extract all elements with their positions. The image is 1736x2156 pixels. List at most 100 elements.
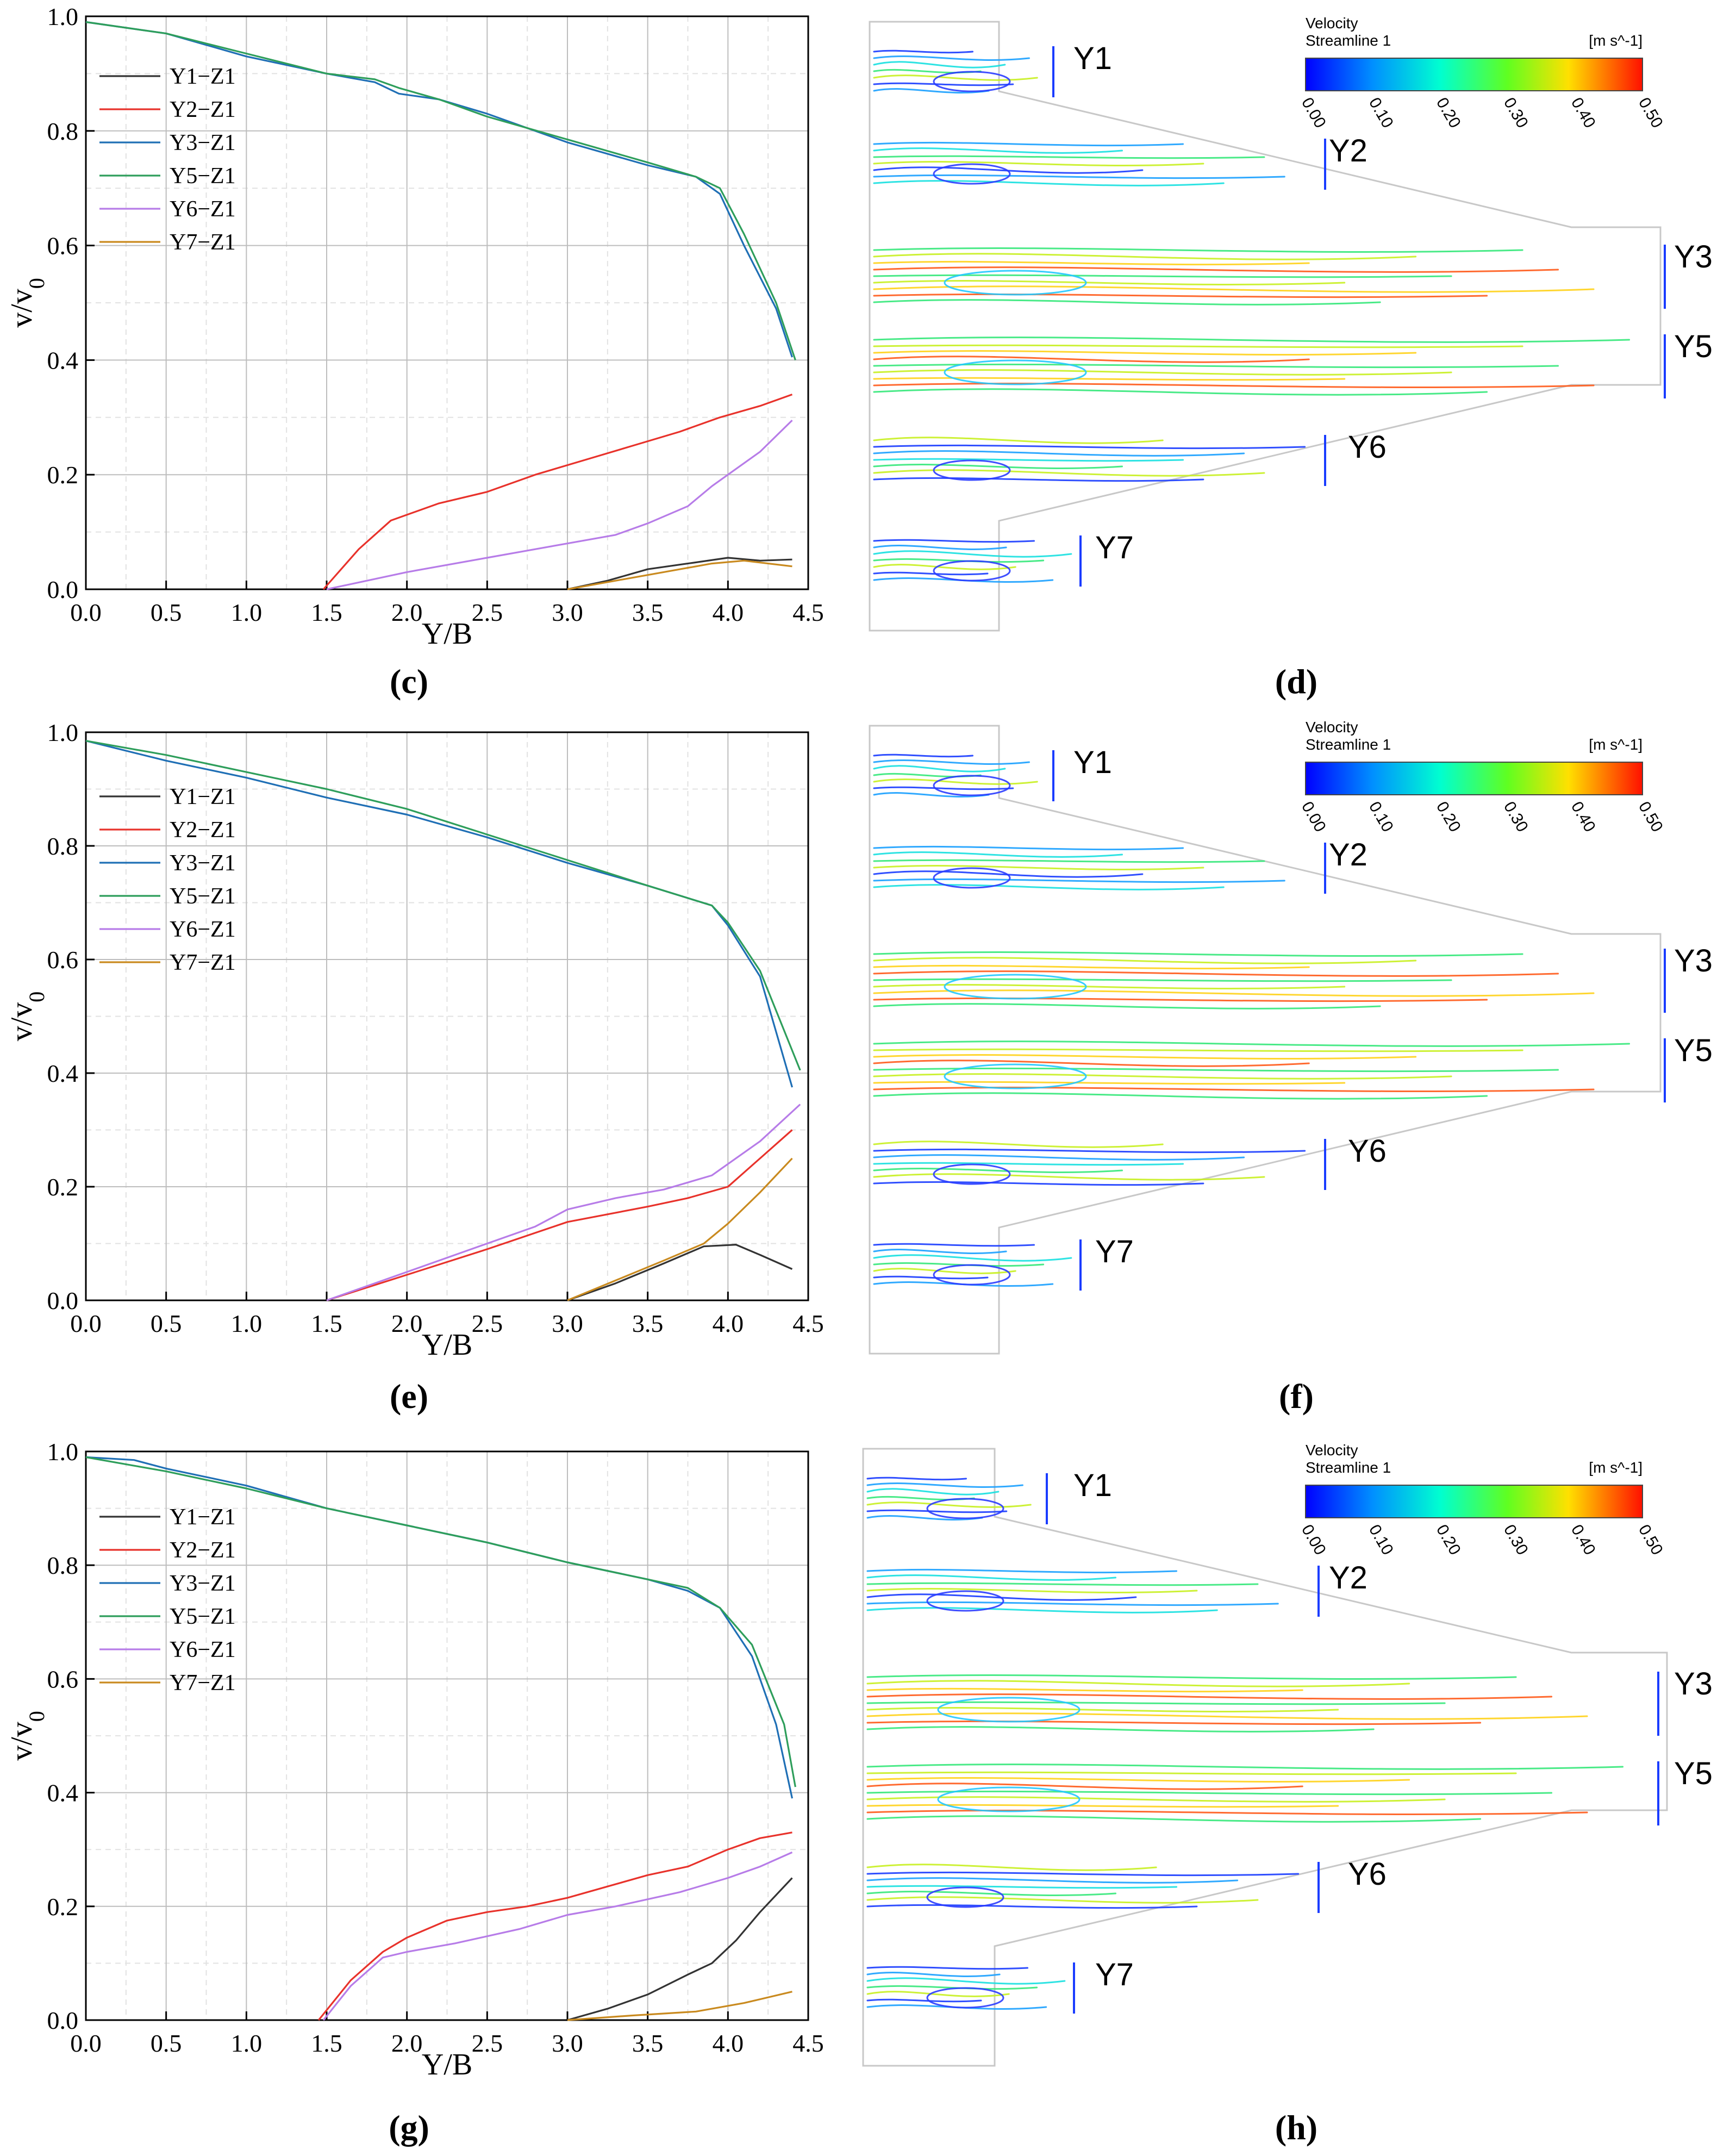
chart-panel-label: (e) bbox=[390, 1377, 428, 1416]
x-tick-label: 1.0 bbox=[231, 2029, 263, 2057]
x-tick-label: 4.0 bbox=[713, 1310, 744, 1337]
streamline bbox=[866, 1701, 1446, 1705]
x-tick-label: 3.5 bbox=[632, 2029, 664, 2057]
y-tick-label: 0.2 bbox=[47, 1893, 79, 1921]
streamline bbox=[866, 1966, 1028, 1970]
x-tick-label: 3.0 bbox=[552, 1310, 583, 1337]
streamline bbox=[866, 1482, 1023, 1488]
colorbar-unit: [m s^-1] bbox=[1589, 32, 1643, 49]
y-axis-title-group: v/v0 bbox=[5, 992, 49, 1042]
band-label-y2: Y2 bbox=[1329, 1560, 1367, 1596]
streamline bbox=[873, 1092, 1488, 1100]
y-tick-label: 0.6 bbox=[47, 1665, 79, 1693]
x-tick-label: 0.5 bbox=[151, 599, 182, 626]
x-tick-label: 1.0 bbox=[231, 599, 263, 626]
colorbar-subtitle: Streamline 1 bbox=[1306, 736, 1391, 753]
streamline bbox=[866, 1501, 1032, 1508]
streamline bbox=[873, 450, 1245, 457]
streamline bbox=[873, 356, 1310, 363]
streamline-band-y3: Y3 bbox=[873, 239, 1713, 309]
streamline bbox=[873, 161, 1204, 166]
legend-label-4: Y6−Z1 bbox=[170, 917, 236, 942]
y-axis-title-main: v/v bbox=[5, 289, 39, 328]
series-line-2 bbox=[85, 21, 794, 358]
streamline bbox=[873, 792, 990, 797]
x-tick-label: 0.0 bbox=[70, 2029, 102, 2057]
y-axis-title: v/v0 bbox=[5, 278, 49, 328]
series-line-0 bbox=[567, 557, 792, 590]
x-tick-label: 3.0 bbox=[552, 599, 583, 626]
band-label-y7: Y7 bbox=[1095, 1957, 1134, 1992]
streamline bbox=[873, 845, 1184, 851]
colorbar-tick-label: 0.10 bbox=[1365, 95, 1397, 131]
y-axis-title-main: v/v bbox=[5, 1002, 39, 1042]
x-tick-label: 2.5 bbox=[472, 599, 503, 626]
chart-panel-label: (c) bbox=[390, 662, 428, 701]
streamline bbox=[866, 1864, 1157, 1871]
streamline-band-y6: Y6 bbox=[873, 429, 1387, 486]
chart-legend: Y1−Z1 Y2−Z1 Y3−Z1 Y5−Z1 Y6−Z1 Y7−Z1 bbox=[99, 784, 236, 975]
x-tick-label: 2.5 bbox=[472, 2029, 503, 2057]
streamline bbox=[873, 1154, 1245, 1161]
band-label-y3: Y3 bbox=[1674, 1666, 1713, 1702]
vortex bbox=[926, 1498, 1004, 1519]
colorbar-tick-label: 0.20 bbox=[1433, 1522, 1464, 1558]
colorbar-gradient bbox=[1305, 762, 1643, 795]
series-line-5 bbox=[567, 1157, 793, 1301]
streamline bbox=[873, 1067, 1559, 1073]
x-tick-label: 4.5 bbox=[792, 1310, 824, 1337]
streamline bbox=[873, 299, 1381, 306]
chart-panel-label: (g) bbox=[389, 2108, 429, 2147]
streamline bbox=[866, 1815, 1482, 1823]
colorbar-title: Velocity bbox=[1306, 15, 1358, 32]
colorbar-tick-label: 0.40 bbox=[1568, 1522, 1599, 1558]
band-label-y5: Y5 bbox=[1674, 329, 1713, 364]
vortex bbox=[933, 1163, 1011, 1185]
y-tick-label: 1.0 bbox=[47, 1438, 79, 1466]
band-label-y7: Y7 bbox=[1095, 530, 1134, 565]
band-label-y5: Y5 bbox=[1674, 1033, 1713, 1068]
streamline bbox=[873, 253, 1417, 260]
y-tick-label: 0.6 bbox=[47, 232, 79, 260]
legend-label-1: Y2−Z1 bbox=[170, 818, 236, 843]
streamline bbox=[873, 964, 1310, 970]
band-label-y1: Y1 bbox=[1073, 1468, 1112, 1503]
streamline bbox=[873, 280, 1346, 285]
streamline bbox=[866, 1771, 1517, 1775]
streamline bbox=[866, 1574, 1116, 1581]
streamline bbox=[873, 180, 1225, 186]
streamline bbox=[866, 1783, 1303, 1790]
plot-frame bbox=[85, 1450, 809, 2021]
streamline bbox=[866, 1790, 1553, 1796]
streamline bbox=[873, 369, 1452, 376]
streamline bbox=[866, 1588, 1198, 1593]
streamline bbox=[873, 444, 1306, 450]
streamline bbox=[873, 1054, 1417, 1060]
band-label-y5: Y5 bbox=[1674, 1756, 1713, 1791]
streamline-panel-label: (h) bbox=[1275, 2108, 1317, 2147]
streamline bbox=[866, 1509, 1008, 1513]
legend-label-0: Y1−Z1 bbox=[170, 784, 236, 809]
y-tick-label: 0.0 bbox=[47, 576, 79, 603]
x-tick-label: 4.5 bbox=[792, 599, 824, 626]
x-tick-label: 0.5 bbox=[151, 2029, 182, 2057]
y-tick-label: 0.4 bbox=[47, 1060, 79, 1087]
duct-outline bbox=[869, 21, 1662, 632]
streamline-band-y7: Y7 bbox=[873, 530, 1134, 587]
streamline bbox=[873, 464, 1123, 469]
streamline bbox=[873, 870, 1144, 878]
streamline bbox=[873, 1048, 1523, 1052]
colorbar-tick-label: 0.30 bbox=[1500, 799, 1532, 835]
streamline bbox=[873, 753, 973, 758]
streamline bbox=[873, 1254, 1072, 1262]
y-axis-title-sub: 0 bbox=[24, 1711, 49, 1722]
streamline-band-y1: Y1 bbox=[873, 745, 1112, 801]
y-tick-label: 0.0 bbox=[47, 2007, 79, 2034]
streamline bbox=[873, 1040, 1631, 1047]
band-label-y7: Y7 bbox=[1095, 1234, 1134, 1269]
x-axis-title: Y/B bbox=[422, 1328, 472, 1362]
y-tick-label: 0.0 bbox=[47, 1287, 79, 1314]
